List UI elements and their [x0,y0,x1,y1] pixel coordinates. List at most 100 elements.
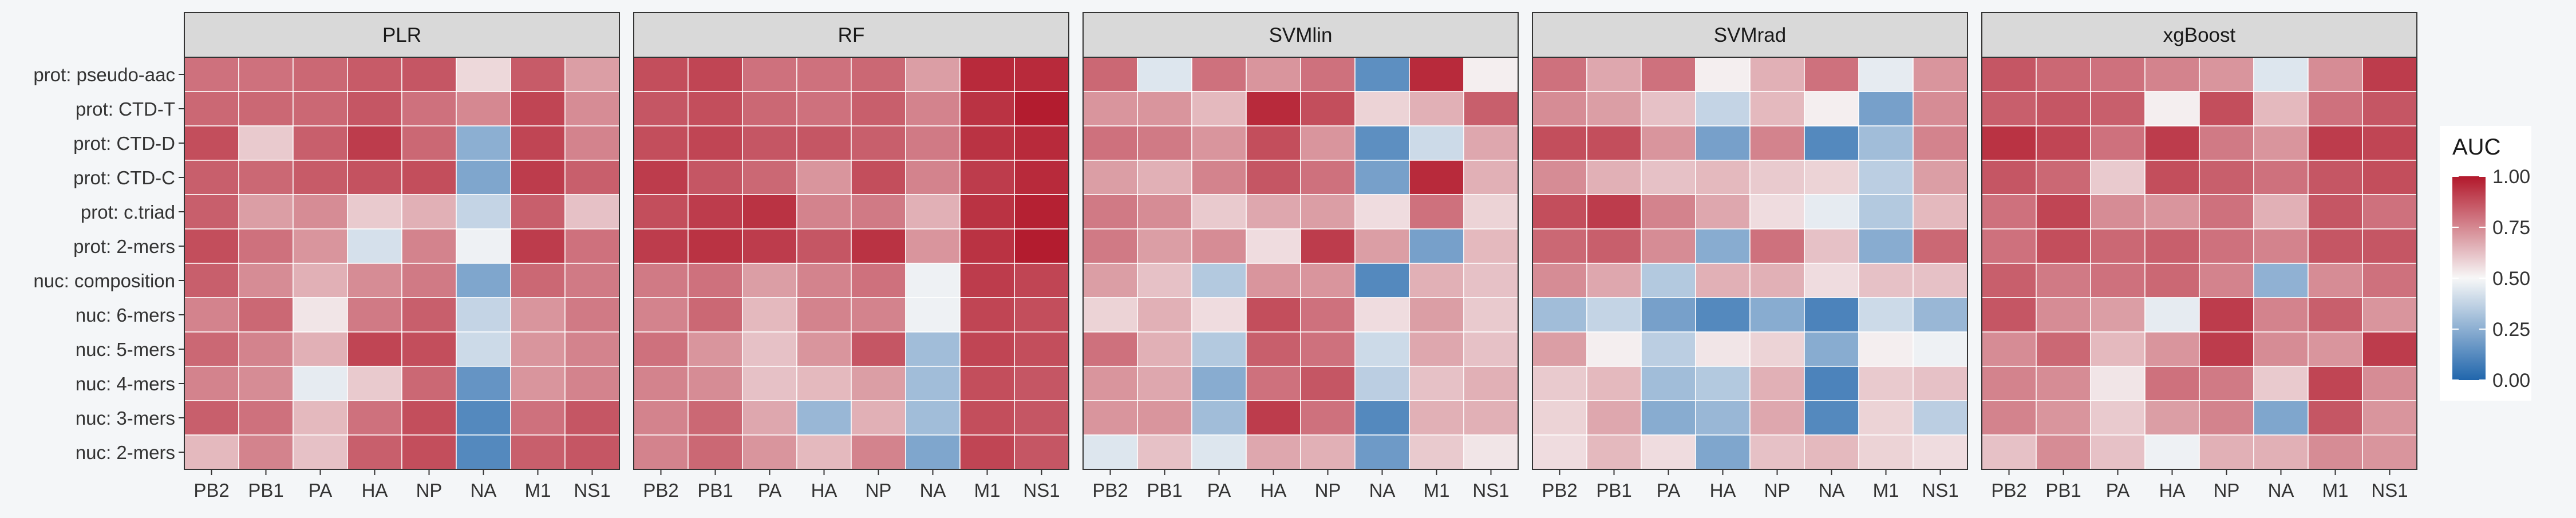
x-tick-label: PA [309,480,333,501]
heatmap-cell [796,434,852,470]
x-tick-label: M1 [1873,480,1899,501]
heatmap-cell [1641,434,1696,470]
heatmap-cell [347,194,402,230]
heatmap-cell [2144,125,2200,161]
heatmap-cell [564,160,620,195]
heatmap-cell [1137,194,1192,230]
heatmap-cell [2036,57,2091,92]
heatmap-cell [1463,160,1519,195]
heatmap-cell [905,297,961,333]
heatmap-cell [742,160,797,195]
heatmap-cell [184,366,239,401]
heatmap-cell [1804,194,1859,230]
heatmap-cell [905,366,961,401]
heatmap-cell [796,160,852,195]
x-tick-label: NS1 [1023,480,1060,501]
heatmap-cell [1082,160,1138,195]
heatmap-cell [238,91,294,126]
heatmap-cell [1354,125,1410,161]
heatmap-cell [184,331,239,367]
heatmap-cell [2199,434,2254,470]
heatmap-cell [2253,263,2309,298]
heatmap-cell [401,263,457,298]
heatmap-cell [2199,228,2254,264]
heatmap-cell [1463,434,1519,470]
heatmap-cell [238,228,294,264]
heatmap-cell [1749,297,1805,333]
heatmap-cell [796,263,852,298]
heatmap-cell [959,434,1015,470]
heatmap-cell [2308,57,2363,92]
panel-strip [1981,12,2417,58]
heatmap-cell [510,160,566,195]
heatmap-cell [1532,263,1587,298]
heatmap-cell [2090,297,2146,333]
heatmap-cell [238,263,294,298]
heatmap-cell [1749,434,1805,470]
heatmap-cell [1246,366,1301,401]
heatmap-cell [633,57,689,92]
x-tick-label: NP [1764,480,1791,501]
heatmap-cell [1695,91,1751,126]
heatmap-cell [1191,400,1247,436]
heatmap-cell [2090,125,2146,161]
heatmap-cell [564,366,620,401]
heatmap-cell [1191,366,1247,401]
panel-title: RF [838,24,865,46]
heatmap-cell [1082,263,1138,298]
heatmap-cell [1082,434,1138,470]
heatmap-cell [1586,91,1642,126]
heatmap-cell [2308,194,2363,230]
heatmap-cell [796,57,852,92]
heatmap-cell [293,400,348,436]
heatmap-cell [401,434,457,470]
heatmap-cell [688,366,743,401]
heatmap-cell [1641,331,1696,367]
heatmap-cell [293,91,348,126]
x-tick-label: PB2 [1092,480,1128,501]
heatmap-cell [796,331,852,367]
heatmap-cell [2036,91,2091,126]
x-tick-label: PB2 [193,480,229,501]
heatmap-cell [2199,194,2254,230]
heatmap-cell [1858,194,1914,230]
heatmap-cell [1858,263,1914,298]
heatmap-cell [2308,160,2363,195]
heatmap-cell [2090,57,2146,92]
heatmap-cell [1409,91,1464,126]
heatmap-cell [184,160,239,195]
heatmap-cell [633,297,689,333]
y-tick-label: nuc: 4-mers [76,373,175,394]
heatmap-cell [2308,263,2363,298]
heatmap-cell [905,228,961,264]
heatmap-cell [2036,125,2091,161]
heatmap-cell [401,228,457,264]
heatmap-cell [1137,91,1192,126]
heatmap-cell [1981,91,2037,126]
heatmap-cell [510,434,566,470]
heatmap-cell [1409,297,1464,333]
heatmap-cell [905,91,961,126]
heatmap-cell [851,400,906,436]
heatmap-cell [633,434,689,470]
x-tick-label: M1 [525,480,551,501]
panel-border [1082,57,1519,470]
heatmap-cell [2036,228,2091,264]
heatmap-cell [1981,263,2037,298]
heatmap-cell [688,125,743,161]
heatmap-cell [401,57,457,92]
heatmap-cell [1137,125,1192,161]
heatmap-cell [1586,125,1642,161]
heatmap-cell [1409,263,1464,298]
heatmap-cell [959,297,1015,333]
heatmap-cell [510,228,566,264]
heatmap-cell [1695,331,1751,367]
heatmap-cell [293,57,348,92]
heatmap-cell [238,194,294,230]
heatmap-cell [796,297,852,333]
heatmap-cell [2036,331,2091,367]
heatmap-cell [2199,160,2254,195]
heatmap-cell [1300,400,1356,436]
y-tick-label: prot: CTD-T [76,98,175,120]
x-tick-label: NP [1315,480,1341,501]
